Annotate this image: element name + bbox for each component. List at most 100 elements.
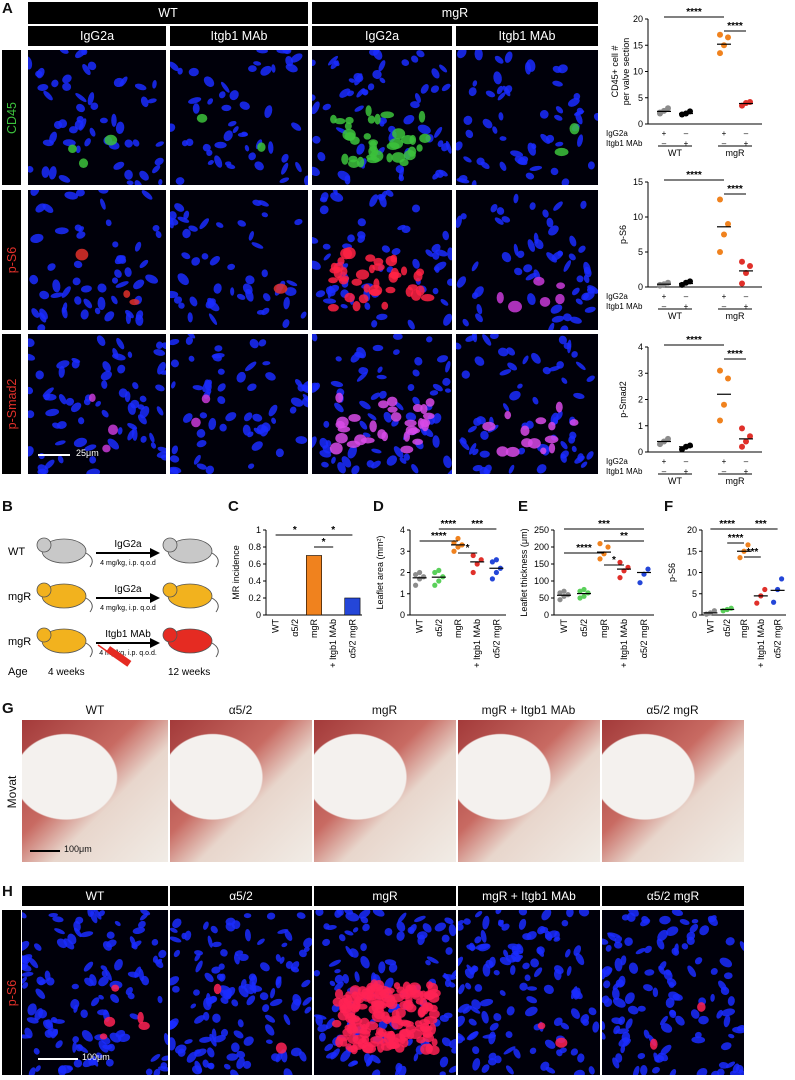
nucleus xyxy=(312,59,316,67)
data-point xyxy=(577,588,583,594)
nucleus xyxy=(33,1048,40,1055)
nucleus xyxy=(114,920,121,927)
nucleus xyxy=(62,74,72,84)
nucleus xyxy=(28,56,33,70)
nucleus xyxy=(627,910,639,917)
nucleus xyxy=(660,1015,668,1026)
nucleus xyxy=(643,984,653,992)
nucleus xyxy=(237,1019,244,1028)
nucleus xyxy=(38,312,47,323)
y-tick-label: 3 xyxy=(400,546,405,556)
nucleus xyxy=(94,307,101,315)
scale-bar xyxy=(38,454,70,456)
nucleus xyxy=(516,943,524,953)
g-header-a52: α5/2 xyxy=(228,703,253,717)
nucleus xyxy=(72,1041,77,1053)
nucleus xyxy=(226,1053,239,1061)
nucleus xyxy=(456,141,463,151)
nucleus xyxy=(265,372,276,381)
nucleus xyxy=(35,203,46,213)
nucleus xyxy=(124,139,133,148)
data-point xyxy=(725,375,731,382)
data-point xyxy=(717,417,723,424)
y-tick-label: 1 xyxy=(400,589,405,599)
nucleus xyxy=(325,286,336,297)
nucleus xyxy=(392,334,403,340)
nucleus xyxy=(207,160,214,166)
nucleus xyxy=(229,90,239,101)
nucleus xyxy=(152,955,158,963)
nucleus xyxy=(345,912,360,922)
nucleus xyxy=(271,64,276,73)
nucleus xyxy=(394,1064,403,1075)
nucleus xyxy=(74,296,82,305)
nucleus xyxy=(494,217,504,225)
stained-cell xyxy=(387,406,398,413)
nucleus xyxy=(152,164,161,174)
nucleus xyxy=(542,209,549,218)
nucleus xyxy=(414,357,423,366)
nucleus xyxy=(510,965,516,976)
nucleus xyxy=(225,412,237,422)
nucleus xyxy=(393,349,400,355)
nucleus xyxy=(129,936,136,946)
stained-cell xyxy=(649,1038,658,1050)
nucleus xyxy=(161,1055,168,1061)
nucleus xyxy=(171,445,179,455)
treatment-sign: – xyxy=(722,139,727,148)
nucleus xyxy=(247,383,257,392)
nucleus xyxy=(367,413,377,421)
nucleus xyxy=(460,437,467,445)
nucleus xyxy=(691,1036,706,1044)
stained-cell xyxy=(201,394,211,404)
g-scale-label: 100μm xyxy=(64,844,92,854)
nucleus xyxy=(322,445,333,454)
data-point xyxy=(711,608,717,614)
nucleus xyxy=(75,1044,83,1052)
nucleus xyxy=(694,957,703,965)
y-axis-label-line: p-Smad2 xyxy=(618,381,628,418)
y-tick-label: 50 xyxy=(539,593,549,603)
nucleus xyxy=(434,126,443,138)
ps6-image-mgr-itgb1 xyxy=(458,910,600,1075)
nucleus xyxy=(513,1048,521,1059)
treatment-sign: – xyxy=(684,292,689,301)
treatment-row-label: Itgb1 MAb xyxy=(606,467,643,476)
stained-cell xyxy=(123,290,131,298)
nucleus xyxy=(739,1069,744,1075)
nucleus xyxy=(624,992,635,1004)
nucleus xyxy=(51,1028,59,1039)
stained-cell xyxy=(425,398,435,407)
nucleus xyxy=(413,1053,419,1062)
stained-cell xyxy=(386,153,393,163)
nucleus xyxy=(444,917,454,925)
nucleus xyxy=(194,1015,205,1024)
data-point xyxy=(645,566,651,572)
nucleus xyxy=(496,207,505,215)
nucleus xyxy=(458,923,464,931)
mouse-left xyxy=(36,582,93,613)
nucleus xyxy=(440,299,449,306)
nucleus xyxy=(445,468,452,474)
nucleus xyxy=(151,939,159,946)
stained-cell xyxy=(533,276,545,286)
nucleus xyxy=(656,938,665,950)
stained-cell xyxy=(415,285,425,296)
nucleus xyxy=(401,59,410,66)
nucleus xyxy=(471,180,477,185)
nucleus xyxy=(602,938,609,945)
nucleus xyxy=(48,912,59,918)
nucleus xyxy=(124,169,133,180)
nucleus xyxy=(463,918,471,925)
stained-cell xyxy=(423,1015,438,1025)
nucleus xyxy=(290,966,300,973)
nucleus xyxy=(223,130,233,142)
nucleus xyxy=(68,126,78,134)
nucleus xyxy=(686,936,695,945)
y-axis-label: p-Smad2 xyxy=(618,381,628,418)
nucleus xyxy=(527,239,536,252)
nucleus xyxy=(54,227,69,235)
nucleus xyxy=(89,127,96,137)
stained-cell xyxy=(423,412,435,420)
stained-cell xyxy=(405,286,414,297)
